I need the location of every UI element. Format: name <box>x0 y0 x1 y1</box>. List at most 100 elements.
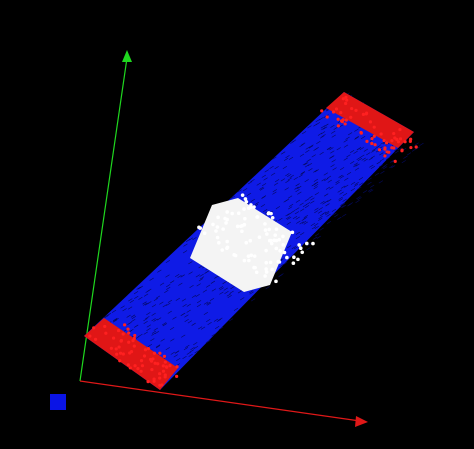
particle-streak <box>122 308 127 312</box>
particle-streak <box>194 350 199 354</box>
particle-streak <box>318 217 323 221</box>
central-particle <box>252 205 256 209</box>
central-particle <box>248 238 253 243</box>
particle-streak <box>344 177 349 181</box>
particle-streak <box>369 189 374 193</box>
central-particle <box>263 274 267 278</box>
particle-streak <box>274 166 279 170</box>
edge-particle <box>343 122 347 126</box>
particle-streak <box>355 200 360 204</box>
particle-streak <box>228 318 234 322</box>
particle-streak <box>310 197 315 201</box>
edge-particle <box>161 364 165 368</box>
edge-particle <box>339 110 343 115</box>
particle-streak <box>161 322 167 326</box>
particle-streak <box>327 179 332 183</box>
particle-streak <box>104 315 109 319</box>
edge-particle <box>146 347 151 351</box>
y-axis-arrow <box>122 50 132 62</box>
particle-streak <box>372 147 377 151</box>
central-particle <box>268 260 273 265</box>
particle-streak <box>204 270 209 274</box>
particle-streak <box>162 304 167 308</box>
particle-streak <box>155 345 161 349</box>
particle-streak <box>419 142 424 146</box>
particle-streak <box>304 162 309 166</box>
particle-streak <box>309 144 314 148</box>
particle-streak <box>357 197 362 201</box>
particle-streak <box>191 294 197 298</box>
edge-particle <box>368 120 373 124</box>
particle-streak <box>233 307 239 311</box>
particle-streak <box>339 167 345 171</box>
particle-streak <box>165 274 170 278</box>
particle-streak <box>370 155 375 159</box>
particle-streak <box>397 147 402 151</box>
particle-streak <box>210 280 216 284</box>
particle-streak <box>149 277 154 281</box>
particle-streak <box>285 179 290 183</box>
central-particle <box>217 240 221 245</box>
central-particle <box>282 250 287 255</box>
particle-streak <box>314 226 319 230</box>
particle-streak <box>285 173 290 177</box>
edge-particle <box>390 146 394 150</box>
particle-streak <box>325 212 330 216</box>
edge-particle <box>359 130 363 135</box>
particle-streak <box>330 124 335 128</box>
particle-streak <box>205 340 211 344</box>
particle-streak <box>303 221 308 225</box>
particle-streak <box>182 355 187 359</box>
particle-streak <box>183 347 189 351</box>
particle-streak <box>322 126 328 130</box>
edge-particle <box>115 352 119 356</box>
particle-streak <box>369 164 374 168</box>
particle-streak <box>349 150 355 154</box>
particle-streak <box>354 135 360 139</box>
particle-streak <box>358 182 364 186</box>
particle-streak <box>299 232 305 236</box>
particle-streak <box>178 282 183 286</box>
particle-streak <box>340 203 345 207</box>
central-particle <box>255 215 260 219</box>
edge-particle <box>361 112 366 116</box>
edge-particle <box>116 328 121 333</box>
edge-particle <box>118 359 122 363</box>
edge-particle <box>133 364 137 368</box>
particle-streak <box>112 319 118 323</box>
central-particle <box>277 237 282 242</box>
edge-particle <box>136 366 140 371</box>
edge-particle <box>142 354 147 358</box>
particle-streak <box>324 178 329 182</box>
particle-streak <box>222 281 227 285</box>
particle-streak <box>347 132 353 136</box>
central-particle <box>247 206 251 211</box>
particle-streak <box>329 155 334 159</box>
particle-streak <box>226 293 231 297</box>
central-particle <box>265 232 269 236</box>
edge-particle <box>111 336 116 340</box>
particle-streak <box>296 220 301 224</box>
central-particle <box>269 241 274 246</box>
particle-streak <box>211 333 216 337</box>
particle-streak <box>370 184 375 188</box>
particle-streak <box>186 303 191 307</box>
central-particle <box>298 246 303 251</box>
particle-streak <box>112 318 118 322</box>
particle-streak <box>339 191 344 195</box>
particle-streak <box>383 163 388 167</box>
particle-streak <box>126 314 131 318</box>
particle-streak <box>378 164 384 168</box>
particle-streak <box>280 178 286 182</box>
particle-streak <box>224 291 229 295</box>
particle-streak <box>292 215 298 219</box>
central-particle <box>274 227 279 231</box>
particle-streak <box>249 291 254 295</box>
particle-streak <box>146 327 151 332</box>
particle-streak <box>293 246 299 250</box>
edge-particle <box>119 338 124 343</box>
particle-streak <box>218 286 224 290</box>
particle-streak <box>274 179 280 183</box>
